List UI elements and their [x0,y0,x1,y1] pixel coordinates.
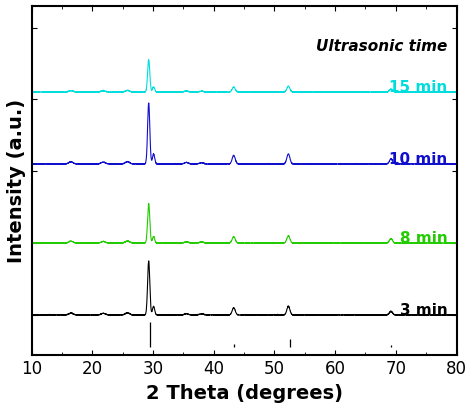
Text: Ultrasonic time: Ultrasonic time [316,39,447,54]
Y-axis label: Intensity (a.u.): Intensity (a.u.) [7,99,26,263]
Text: 15 min: 15 min [389,80,447,95]
X-axis label: 2 Theta (degrees): 2 Theta (degrees) [146,383,343,402]
Text: 10 min: 10 min [389,151,447,166]
Text: 8 min: 8 min [400,230,447,245]
Text: 3 min: 3 min [400,302,447,317]
